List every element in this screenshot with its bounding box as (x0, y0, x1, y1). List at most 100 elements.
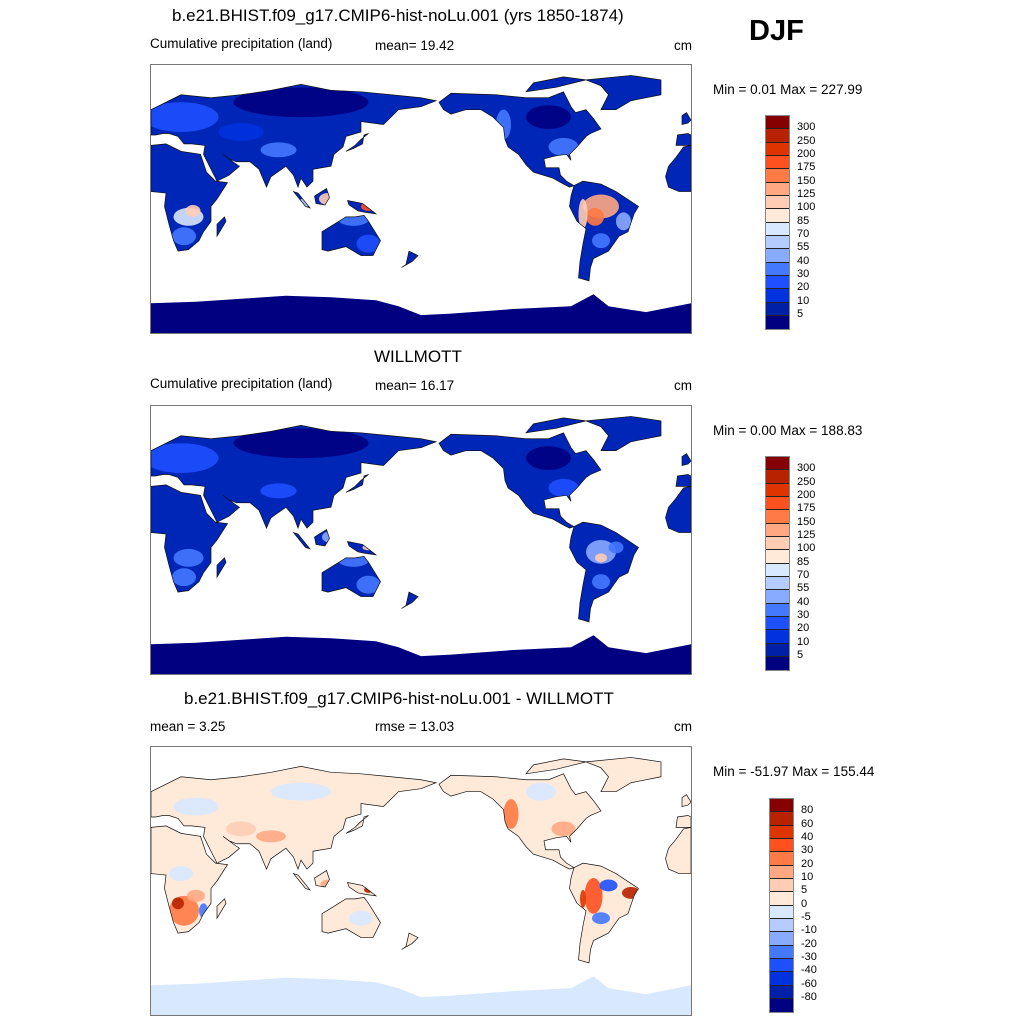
landmass-wafrica (665, 827, 691, 874)
precip-field-patch (172, 227, 196, 246)
coastline (666, 145, 692, 191)
precip-field-patch (172, 568, 196, 587)
panel-1-mean: mean= 19.42 (375, 38, 455, 53)
panel-3-rmse: rmse = 13.03 (375, 719, 455, 734)
colorbar-box (766, 603, 789, 617)
colorbar-box (766, 209, 789, 223)
colorbar-tick-label: 30 (801, 844, 814, 857)
panel-1-title: b.e21.BHIST.f09_g17.CMIP6-hist-noLu.001 … (172, 6, 624, 25)
colorbar-box (766, 116, 789, 130)
landmass-antarctica (151, 294, 691, 333)
precip-field-patch (322, 531, 340, 543)
colorbar-tick-label: 100 (797, 542, 816, 555)
landmass-arctic (526, 417, 586, 433)
panel-3-map (150, 746, 692, 1016)
precip-field-patch (551, 821, 576, 837)
coastline (526, 759, 586, 774)
colorbar-box (766, 483, 789, 497)
colorbar-box (770, 958, 793, 973)
colorbar-box (770, 892, 793, 906)
coastline (151, 144, 228, 251)
coastline (151, 826, 228, 933)
precip-field-patch (233, 428, 369, 459)
panel-2-units: cm (674, 378, 692, 393)
colorbar-tick-label: 80 (801, 804, 814, 817)
precip-field-patch (595, 553, 607, 563)
colorbar-tick-label: 5 (797, 307, 804, 320)
coastline (439, 774, 601, 869)
colorbar-box (766, 195, 789, 210)
panel-3-minmax: Min = -51.97 Max = 155.44 (713, 764, 875, 779)
colorbar-box (770, 905, 793, 919)
coastline (346, 474, 369, 492)
colorbar-tick-label: -20 (801, 937, 817, 950)
colorbar-tick-label: 300 (797, 121, 816, 134)
colorbar-box (770, 985, 793, 999)
colorbar-box (766, 235, 789, 250)
landmass-antarctica (151, 635, 691, 674)
colorbar-box (766, 182, 789, 196)
colorbar-box (770, 852, 793, 866)
colorbar-tick-label: 100 (797, 201, 816, 214)
colorbar-tick-label: -40 (801, 964, 817, 977)
colorbar-box (770, 865, 793, 879)
precip-field-patch (526, 782, 556, 801)
precip-field-patch (592, 233, 610, 249)
colorbar-tick-label: 125 (797, 528, 816, 541)
colorbar-tick-label: 150 (797, 174, 816, 187)
precip-field-patch (548, 137, 579, 156)
colorbar-box (766, 155, 789, 170)
colorbar-box (766, 656, 789, 671)
precip-field-patch (548, 478, 579, 497)
landmass-uk (682, 453, 691, 466)
landmass-iberia (676, 133, 691, 146)
landmass-sumatra (293, 532, 310, 549)
landmass-madagascar (217, 557, 226, 578)
colorbar-tick-label: 175 (797, 161, 816, 174)
panel-3-units: cm (674, 719, 692, 734)
colorbar-box (766, 249, 789, 263)
precip-field-patch (260, 483, 297, 499)
coastline (676, 474, 691, 486)
panel-1-left-label: Cumulative precipitation (land) (150, 36, 333, 51)
colorbar-tick-label: 55 (797, 241, 810, 254)
panel-1-minmax: Min = 0.01 Max = 227.99 (713, 82, 863, 97)
colorbar-box (770, 998, 793, 1013)
coastline (439, 92, 601, 187)
precip-field-patch (151, 443, 219, 473)
season-label: DJF (749, 15, 804, 47)
coastline (346, 133, 369, 151)
landmass-wafrica (665, 486, 691, 533)
coastline (586, 416, 661, 450)
coastline (294, 192, 311, 208)
colorbar-box (770, 945, 793, 959)
colorbar-tick-label: 70 (797, 568, 810, 581)
landmass-eurasia (151, 766, 436, 870)
precip-field-patch (173, 548, 204, 567)
coastline (682, 795, 691, 807)
colorbar-box (770, 799, 793, 813)
coastline (402, 592, 419, 608)
colorbar-box (770, 825, 793, 839)
precip-field-patch (586, 540, 616, 564)
landmass-nz (401, 592, 418, 609)
precip-field-patch (271, 782, 331, 801)
colorbar-tick-label: 30 (797, 608, 810, 621)
colorbar-tick-label: 5 (801, 884, 808, 897)
panel-3-colorbar (769, 798, 794, 1014)
panel-2-map (150, 405, 692, 675)
colorbar-tick-label: 40 (801, 830, 814, 843)
precip-field-patch (586, 207, 604, 226)
colorbar-tick-label: 85 (797, 214, 810, 227)
landmass-iberia (676, 474, 691, 487)
colorbar-tick-label: 55 (797, 582, 810, 595)
colorbar-tick-label: 10 (797, 294, 810, 307)
coastline (676, 133, 691, 145)
precip-field-patch (584, 878, 603, 914)
precip-field-patch (503, 799, 519, 829)
coastline (676, 815, 691, 827)
colorbar-box (766, 470, 789, 484)
colorbar-tick-label: 60 (801, 817, 814, 830)
coastline (402, 251, 419, 267)
